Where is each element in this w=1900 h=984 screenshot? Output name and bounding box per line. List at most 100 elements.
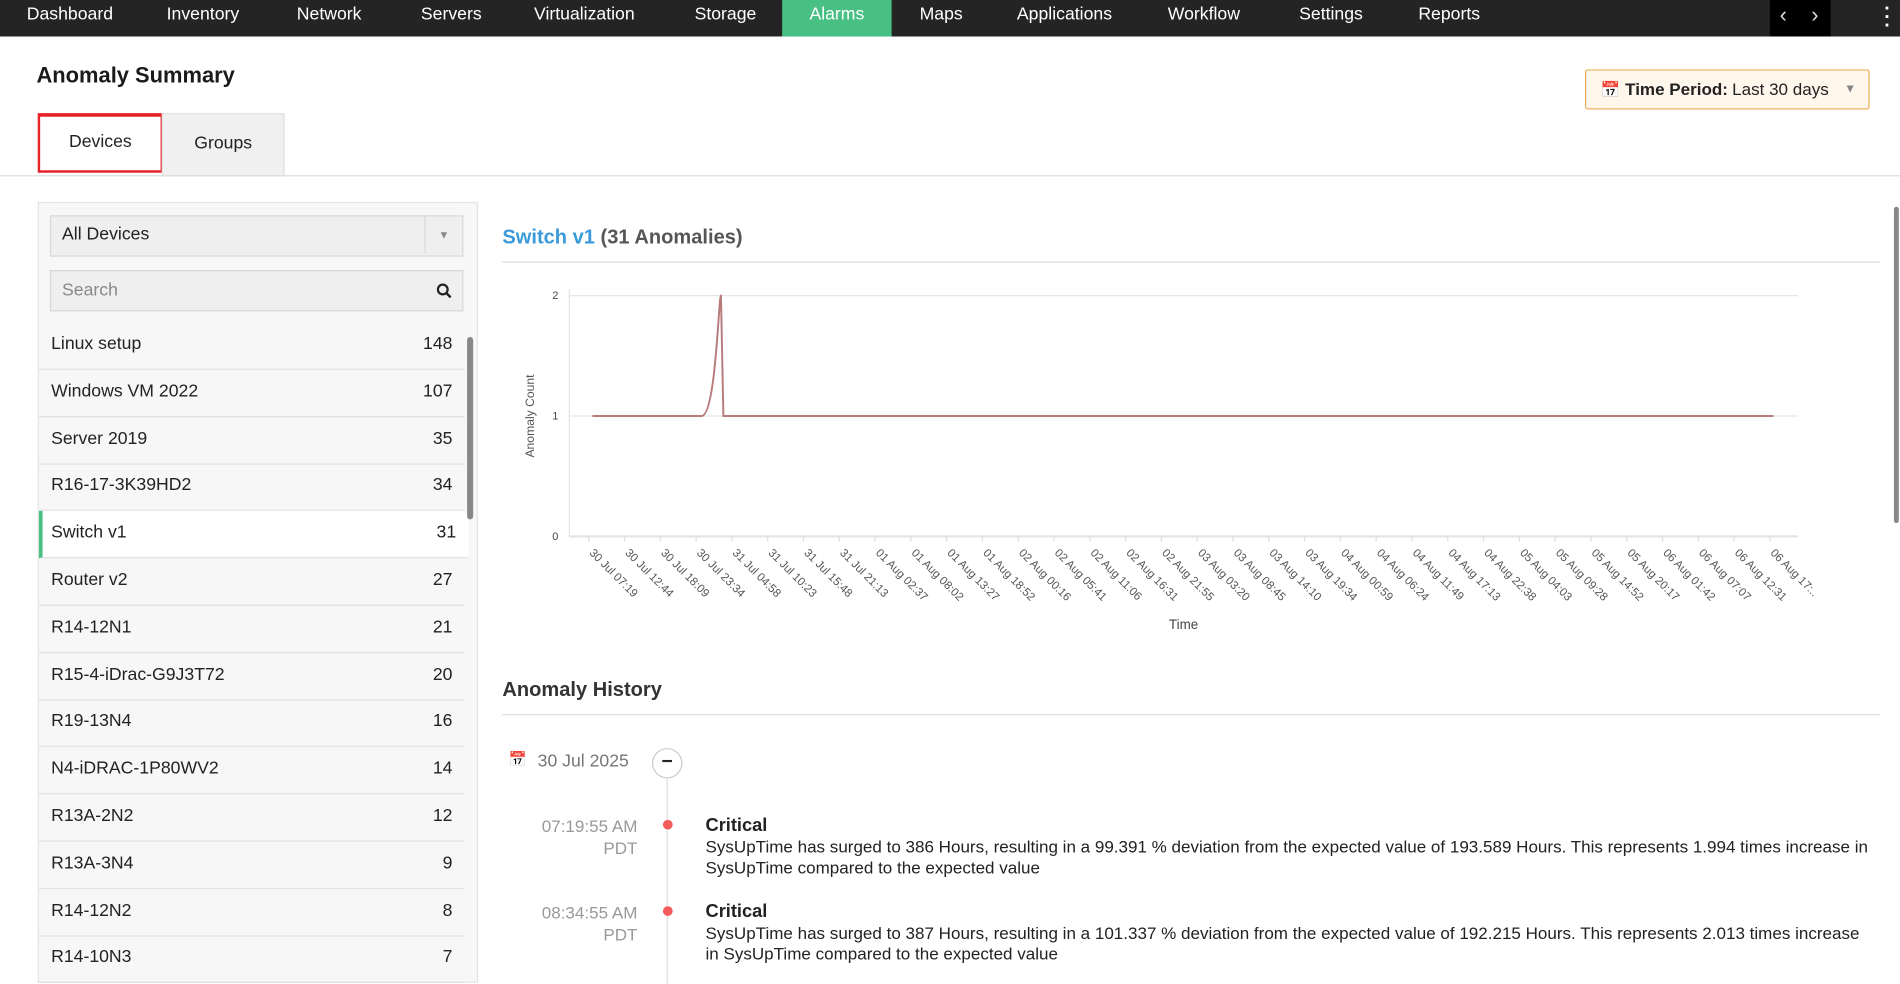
entry-severity: Critical xyxy=(705,814,768,836)
device-name: Server 2019 xyxy=(51,428,148,449)
device-list-item[interactable]: R16-17-3K39HD2 34 xyxy=(38,464,465,512)
device-list-item[interactable]: Server 2019 35 xyxy=(38,417,465,465)
device-list-item[interactable]: R19-13N4 16 xyxy=(38,700,465,748)
device-list-item[interactable]: Switch v1 31 xyxy=(38,511,469,559)
device-name: Windows VM 2022 xyxy=(51,381,199,402)
entry-time: 07:19:55 AM PDT xyxy=(504,815,638,859)
device-count: 20 xyxy=(432,664,453,685)
device-count: 31 xyxy=(436,523,457,543)
history-date: 30 Jul 2025 xyxy=(537,751,629,772)
device-name: R13A-3N4 xyxy=(51,853,134,874)
series-line xyxy=(592,294,1774,417)
entry-time-value: 08:34:55 AM xyxy=(541,902,638,923)
nav-storage[interactable]: Storage xyxy=(694,4,757,25)
entry-timezone: PDT xyxy=(603,924,638,944)
nav-workflow[interactable]: Workflow xyxy=(1167,4,1240,25)
tab-devices[interactable]: Devices xyxy=(37,113,163,173)
time-period-label: Time Period: xyxy=(1625,79,1728,99)
device-name: R15-4-iDrac-G9J3T72 xyxy=(51,664,225,685)
device-count: 8 xyxy=(442,900,453,921)
device-count: 35 xyxy=(432,428,453,449)
device-sidebar: All Devices ▼ Search Linux setup 148 Windo… xyxy=(37,201,479,984)
severity-dot xyxy=(662,819,673,830)
tab-groups[interactable]: Groups xyxy=(161,113,285,177)
top-nav: Dashboard Inventory Network Servers Virtuali… xyxy=(0,0,1900,37)
entry-message: SysUpTime has surged to 386 Hours, resul… xyxy=(705,836,1868,878)
nav-servers[interactable]: Servers xyxy=(420,4,482,25)
timeline-line xyxy=(666,777,668,984)
device-list-item[interactable]: R14-12N2 8 xyxy=(38,889,465,937)
device-name: R16-17-3K39HD2 xyxy=(51,476,192,496)
chevron-right-icon[interactable]: › xyxy=(1811,2,1819,27)
history-entry: Critical SysUpTime has surged to 387 Hour… xyxy=(706,901,1874,965)
sidebar-scrollbar[interactable] xyxy=(467,336,474,520)
device-count: 7 xyxy=(442,948,453,968)
device-name: Router v2 xyxy=(51,570,128,590)
nav-reports[interactable]: Reports xyxy=(1418,4,1481,25)
history-title: Anomaly History xyxy=(502,678,662,701)
severity-dot xyxy=(662,906,673,916)
device-list-item[interactable]: R13A-2N2 12 xyxy=(38,794,465,842)
time-period-value: Last 30 days xyxy=(1732,79,1829,99)
device-list-item[interactable]: N4-iDRAC-1P80WV2 14 xyxy=(38,747,465,795)
calendar-icon: 📅 xyxy=(508,750,527,768)
device-list-item[interactable]: R15-4-iDrac-G9J3T72 20 xyxy=(38,653,465,701)
device-filter-value: All Devices xyxy=(62,225,150,245)
nav-network[interactable]: Network xyxy=(296,4,362,25)
nav-settings[interactable]: Settings xyxy=(1299,4,1363,25)
chart-title: Switch v1 (31 Anomalies) xyxy=(502,226,742,249)
search-icon[interactable] xyxy=(436,283,452,299)
entry-time: 08:34:55 AM PDT xyxy=(504,901,638,945)
chevron-left-icon[interactable]: ‹ xyxy=(1779,2,1787,27)
collapse-button[interactable]: − xyxy=(651,748,683,779)
device-name: R19-13N4 xyxy=(51,712,132,732)
device-list-item[interactable]: R14-10N3 7 xyxy=(38,936,465,984)
y-tick-label: 0 xyxy=(552,531,558,543)
entry-severity: Critical xyxy=(705,901,768,923)
page-scrollbar[interactable] xyxy=(1893,206,1899,524)
device-list-item[interactable]: R13A-3N4 9 xyxy=(38,842,465,889)
device-name: N4-iDRAC-1P80WV2 xyxy=(51,759,219,779)
page-title: Anomaly Summary xyxy=(36,63,235,88)
device-name: Switch v1 xyxy=(51,523,127,543)
device-search-input[interactable]: Search xyxy=(49,270,464,312)
time-period-dropdown[interactable]: 📅 Time Period: Last 30 days ▼ xyxy=(1584,69,1870,110)
device-list-item[interactable]: Linux setup 148 xyxy=(38,322,465,370)
y-axis-label: Anomaly Count xyxy=(523,374,537,458)
divider xyxy=(502,714,1881,716)
device-count: 107 xyxy=(423,381,453,402)
nav-dashboard[interactable]: Dashboard xyxy=(26,4,114,25)
nav-maps[interactable]: Maps xyxy=(919,4,963,25)
nav-inventory[interactable]: Inventory xyxy=(166,4,240,25)
y-tick-label: 2 xyxy=(552,290,558,302)
divider xyxy=(502,261,1881,263)
divider xyxy=(0,175,1900,177)
device-count: 27 xyxy=(432,570,453,590)
device-name: R14-12N2 xyxy=(51,900,132,921)
nav-alarms[interactable]: Alarms xyxy=(782,0,892,37)
history-entry: Critical SysUpTime has surged to 386 Hour… xyxy=(706,815,1874,879)
device-count: 9 xyxy=(442,853,453,874)
device-filter-select[interactable]: All Devices ▼ xyxy=(49,215,464,257)
device-list-item[interactable]: Windows VM 2022 107 xyxy=(38,370,465,417)
nav-applications[interactable]: Applications xyxy=(1016,4,1113,25)
y-tick-label: 1 xyxy=(552,411,558,423)
device-list-item[interactable]: Router v2 27 xyxy=(38,558,465,606)
device-count: 34 xyxy=(432,476,453,496)
chevron-down-icon: ▼ xyxy=(424,216,463,254)
device-link[interactable]: Switch v1 xyxy=(502,226,595,249)
device-list-item[interactable]: R14-12N1 21 xyxy=(38,606,465,653)
more-menu-icon[interactable]: · · · xyxy=(1884,0,1891,37)
search-placeholder: Search xyxy=(62,280,118,301)
device-count: 12 xyxy=(432,806,453,826)
nav-scroll-arrows: ‹ › xyxy=(1769,0,1831,37)
device-name: Linux setup xyxy=(51,334,142,354)
device-count: 148 xyxy=(423,334,453,354)
device-count: 16 xyxy=(432,712,453,732)
entry-timezone: PDT xyxy=(603,838,638,858)
x-axis-label: Time xyxy=(1169,617,1198,632)
nav-virtualization[interactable]: Virtualization xyxy=(533,4,635,25)
anomaly-count: (31 Anomalies) xyxy=(600,226,743,249)
entry-message: SysUpTime has surged to 387 Hours, resul… xyxy=(705,922,1860,964)
